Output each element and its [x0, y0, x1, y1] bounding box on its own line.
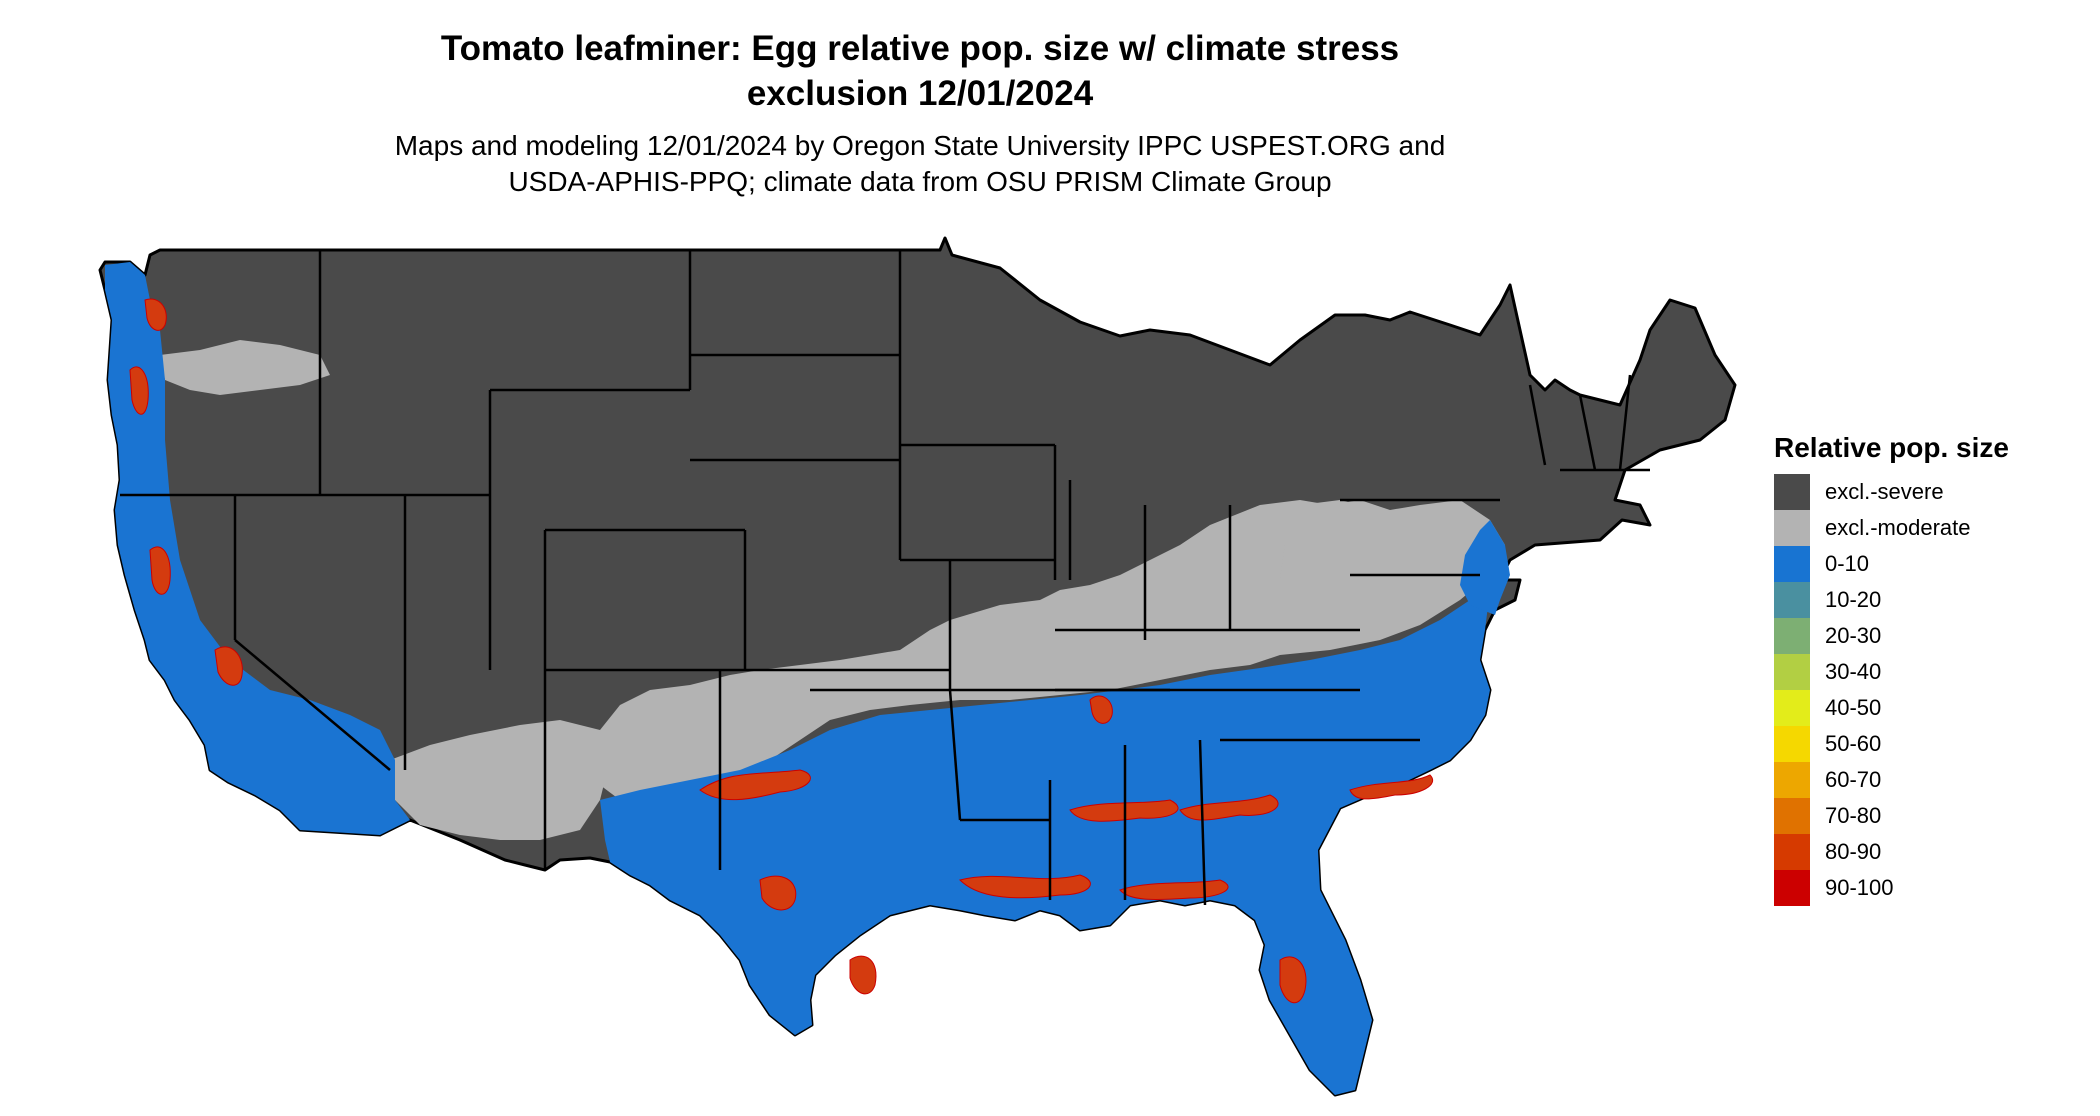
state-borders	[120, 250, 1650, 906]
legend-items: excl.-severe excl.-moderate 0-10 10-20 20-30…	[1774, 474, 2074, 906]
legend-label: 90-100	[1825, 875, 1894, 900]
legend: Relative pop. size excl.-severe excl.-mod…	[1774, 428, 2074, 906]
legend-label: 40-50	[1825, 695, 1882, 720]
suitable-zone-east-coast	[1460, 520, 1510, 615]
legend-swatch	[1774, 618, 1810, 654]
suitable-zone-west-coast	[105, 262, 410, 835]
legend-swatch	[1774, 726, 1810, 762]
high-suitability-hotspots	[129, 298, 1433, 1003]
legend-item: 50-60	[1774, 726, 2074, 762]
legend-title: Relative pop. size	[1774, 432, 2009, 463]
moderate-exclusion-band	[590, 500, 1505, 800]
legend-label: 70-80	[1825, 803, 1882, 828]
legend-label: 10-20	[1825, 587, 1882, 612]
legend-swatch	[1774, 870, 1810, 906]
map-title-line2: exclusion 12/01/2024	[746, 74, 1094, 113]
legend-swatch	[1774, 834, 1810, 870]
map-subtitle-line2: USDA-APHIS-PPQ; climate data from OSU PR…	[508, 166, 1332, 197]
map-subtitle-line1: Maps and modeling 12/01/2024 by Oregon S…	[394, 130, 1446, 161]
legend-label: 20-30	[1825, 623, 1882, 648]
legend-item: 60-70	[1774, 762, 2074, 798]
legend-swatch	[1774, 762, 1810, 798]
legend-item: 80-90	[1774, 834, 2074, 870]
legend-swatch	[1774, 582, 1810, 618]
legend-label: 60-70	[1825, 767, 1882, 792]
legend-label: 80-90	[1825, 839, 1882, 864]
legend-swatch	[1774, 690, 1810, 726]
legend-item: 70-80	[1774, 798, 2074, 834]
legend-swatch	[1774, 798, 1810, 834]
legend-item: 20-30	[1774, 618, 2074, 654]
legend-swatch	[1774, 510, 1810, 546]
legend-label: 30-40	[1825, 659, 1882, 684]
legend-swatch	[1774, 654, 1810, 690]
legend-swatch	[1774, 546, 1810, 582]
legend-item: 10-20	[1774, 582, 2074, 618]
legend-label: excl.-severe	[1825, 479, 1944, 504]
legend-swatch	[1774, 474, 1810, 510]
map-title-line1: Tomato leafminer: Egg relative pop. size…	[440, 29, 1400, 68]
legend-item: 40-50	[1774, 690, 2074, 726]
moderate-exclusion-northwest	[160, 340, 330, 395]
legend-label: excl.-moderate	[1825, 515, 1971, 540]
legend-label: 0-10	[1825, 551, 1870, 576]
moderate-exclusion-west	[390, 720, 610, 840]
suitable-zone-south	[600, 590, 1490, 1095]
legend-item: 90-100	[1774, 870, 2074, 906]
legend-item: excl.-moderate	[1774, 510, 2074, 546]
legend-item: 30-40	[1774, 654, 2074, 690]
legend-item: excl.-severe	[1774, 474, 2074, 510]
moderate-exclusion-ohio	[1280, 500, 1480, 630]
legend-item: 0-10	[1774, 546, 2074, 582]
legend-label: 50-60	[1825, 731, 1882, 756]
